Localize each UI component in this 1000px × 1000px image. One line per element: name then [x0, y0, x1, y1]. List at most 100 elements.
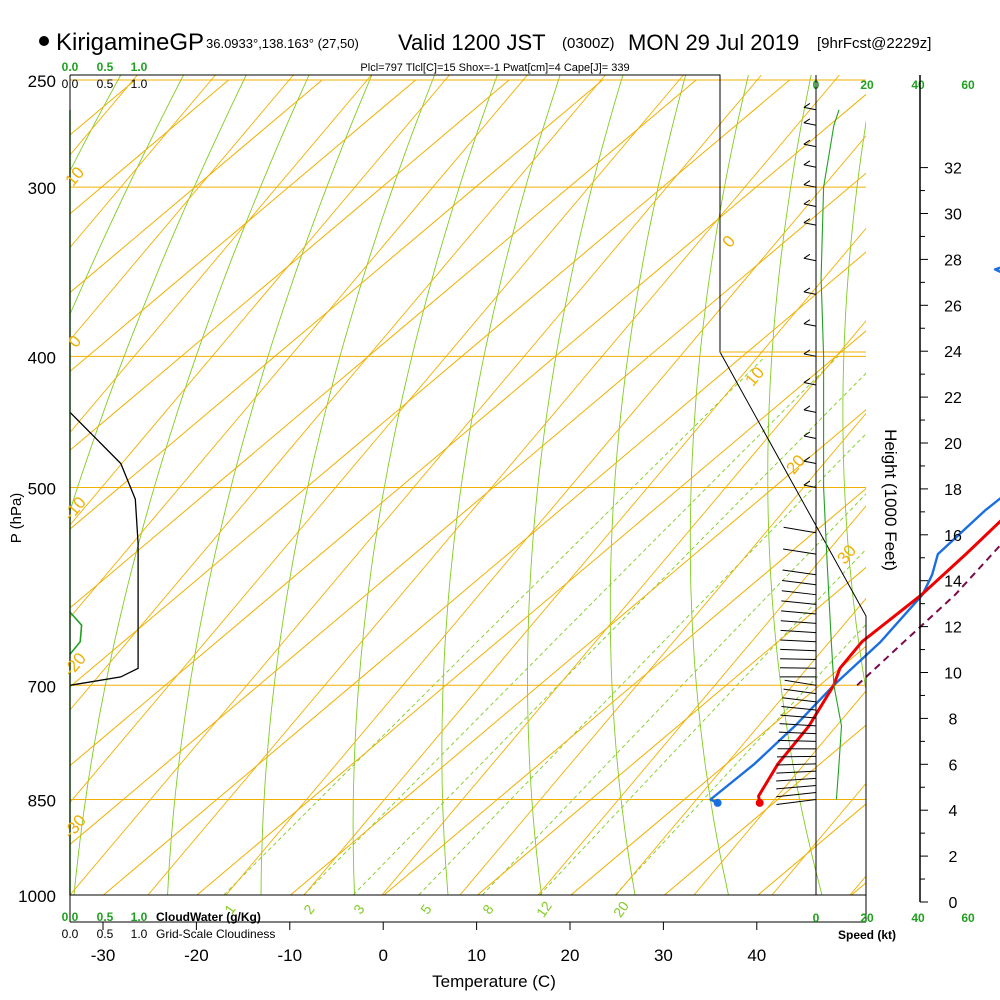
- height-tick-label: 22: [944, 390, 962, 407]
- isotherm-label: 10: [741, 363, 768, 390]
- wind-layer: [776, 75, 843, 895]
- temperature-tick-label: 40: [747, 946, 766, 965]
- wind-barb: [783, 526, 817, 534]
- temperature-profile-line: [757, 519, 1000, 804]
- speed-bottom-tick: 60: [961, 911, 975, 925]
- surface-temperature-marker: [755, 798, 764, 807]
- pressure-tick-label: 500: [28, 480, 56, 499]
- isotherm-line: [70, 79, 510, 451]
- wind-barb-flag: [803, 287, 811, 293]
- height-tick-label: 4: [949, 803, 958, 820]
- wind-barb: [779, 723, 817, 727]
- mixing-ratio-label: 2: [300, 901, 318, 917]
- wind-barb: [803, 460, 817, 464]
- pressure-tick-label: 250: [28, 72, 56, 91]
- counter-isopleth-line: [928, 75, 1000, 895]
- height-tick-label: 12: [944, 620, 962, 637]
- counter-isopleth-line: [693, 690, 866, 895]
- wind-barb: [782, 569, 817, 576]
- wind-barb: [803, 382, 817, 386]
- dry-adiabat-line: [167, 75, 373, 895]
- counter-isopleth-line: [303, 227, 866, 895]
- cloudwater-bottom-tick: 1.0: [131, 910, 148, 924]
- temperature-tick-label: 30: [654, 946, 673, 965]
- wind-barb-flag: [803, 102, 811, 108]
- wind-barb: [776, 792, 817, 798]
- wind-barb: [780, 648, 817, 652]
- dry-adiabat-line: [842, 119, 866, 693]
- wind-barb: [780, 714, 817, 719]
- counter-isopleth-line: [70, 75, 372, 434]
- cloudiness-top-tick: 1.0: [131, 77, 148, 91]
- temperature-tick-label: 10: [467, 946, 486, 965]
- pressure-tick-label: 850: [28, 791, 56, 810]
- wind-barb-flag: [803, 378, 811, 383]
- mixing-ratio-label: 3: [350, 901, 368, 917]
- temperature-tick-label: -10: [278, 946, 303, 965]
- wind-barb: [803, 143, 817, 148]
- wind-barb-flag: [803, 456, 811, 462]
- height-tick-label: 0: [949, 895, 958, 912]
- temperature-tick-label: -30: [91, 946, 116, 965]
- station-coords: 36.0933°,138.163° (27,50): [206, 36, 359, 51]
- mixing-ratio-label: 8: [479, 901, 497, 917]
- speed-top-tick: 60: [961, 78, 975, 92]
- cloudwater-bottom-tick: 0.5: [97, 910, 114, 924]
- counter-isopleth-line: [70, 75, 762, 895]
- wind-barb: [803, 106, 817, 111]
- speed-axis-title: Speed (kt): [838, 928, 896, 942]
- temperature-tick-label: 0: [378, 946, 387, 965]
- wind-barb: [776, 798, 817, 805]
- forecast-info: [9hrFcst@2229z]: [817, 35, 931, 52]
- counter-isopleth-line: [70, 75, 450, 526]
- wind-barb-flag: [803, 253, 811, 259]
- height-axis-title: Height (1000 Feet): [881, 429, 900, 571]
- height-tick-label: 16: [944, 528, 962, 545]
- wind-barb: [776, 784, 817, 790]
- y-axis-title: P (hPa): [8, 493, 25, 544]
- speed-bottom-tick: 40: [911, 911, 925, 925]
- height-tick-label: 28: [944, 252, 962, 269]
- cloudiness-bottom-tick: 0.5: [97, 927, 114, 941]
- wind-barb: [780, 658, 817, 661]
- dry-adiabat-line: [70, 75, 247, 513]
- valid-zulu: (0300Z): [562, 35, 615, 52]
- speed-top-tick: 20: [860, 78, 874, 92]
- station-name: KirigamineGP: [56, 29, 204, 56]
- dry-adiabat-line: [527, 75, 624, 895]
- pressure-tick-label: 300: [28, 179, 56, 198]
- cloudwater-bottom-tick: 0.0: [62, 910, 79, 924]
- valid-time: Valid 1200 JST: [398, 30, 546, 55]
- pressure-tick-label: 400: [28, 348, 56, 367]
- speed-top-tick: 40: [911, 78, 925, 92]
- wind-barb-flag: [803, 319, 811, 325]
- height-tick-label: 30: [944, 207, 962, 224]
- wind-barb-flag: [803, 349, 811, 355]
- isotherm-line: [851, 882, 866, 895]
- wind-barb: [784, 679, 817, 686]
- dry-adiabat-line: [352, 75, 498, 895]
- counter-isopleth-line: [70, 75, 294, 341]
- wind-barb-flag: [803, 480, 811, 486]
- isotherm-line: [664, 724, 866, 895]
- wind-barb: [803, 484, 817, 488]
- counter-isopleth-line: [849, 875, 866, 895]
- mixing-ratio-label: 20: [610, 898, 632, 920]
- isotherm-line: [383, 487, 866, 895]
- wind-barb: [781, 706, 817, 711]
- wind-barb: [780, 629, 817, 634]
- cloudiness-top-tick: 0.5: [97, 77, 114, 91]
- height-tick-label: 18: [944, 482, 962, 499]
- surface-dewpoint-marker: [713, 798, 722, 807]
- dewpoint-profile-line: [709, 266, 1000, 804]
- isotherm-line: [70, 79, 416, 373]
- pressure-tick-label: 700: [28, 677, 56, 696]
- temperature-tick-label: -20: [184, 946, 209, 965]
- dry-adiabat-line: [609, 75, 687, 895]
- cloudwater-top-tick: 1.0: [131, 60, 148, 74]
- dry-adiabat-line: [260, 75, 436, 895]
- height-tick-label: 14: [944, 574, 962, 591]
- wind-barb: [803, 122, 817, 126]
- wind-barb: [803, 291, 817, 295]
- wind-barb: [778, 731, 817, 735]
